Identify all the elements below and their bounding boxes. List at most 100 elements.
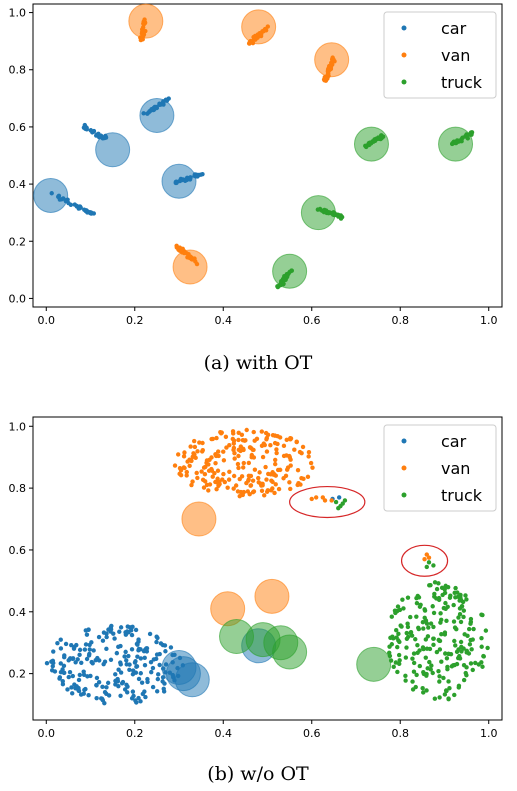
point-truck bbox=[458, 619, 464, 625]
point-truck bbox=[432, 696, 438, 701]
point-van bbox=[223, 434, 229, 440]
point-car bbox=[168, 645, 174, 650]
centroid-van bbox=[314, 42, 350, 78]
point-truck bbox=[425, 634, 431, 639]
centroid-car bbox=[139, 97, 175, 133]
point-van bbox=[306, 449, 312, 455]
point-truck bbox=[461, 614, 466, 620]
point-van bbox=[273, 482, 278, 487]
point-van bbox=[236, 465, 241, 471]
point-truck bbox=[485, 645, 490, 651]
point-car bbox=[68, 202, 74, 207]
point-car bbox=[129, 647, 135, 652]
point-truck bbox=[468, 619, 474, 625]
point-car bbox=[58, 646, 64, 651]
point-car bbox=[150, 665, 156, 671]
point-truck bbox=[471, 626, 476, 632]
point-van bbox=[269, 488, 274, 493]
point-car bbox=[57, 675, 63, 680]
point-van bbox=[226, 477, 232, 482]
point-van bbox=[178, 468, 184, 473]
point-car bbox=[135, 654, 140, 659]
point-car bbox=[153, 656, 159, 662]
point-truck bbox=[397, 658, 402, 663]
point-car bbox=[123, 649, 128, 655]
point-van bbox=[200, 477, 206, 482]
caption: (a) with OT bbox=[204, 352, 313, 374]
point-van bbox=[288, 457, 293, 462]
point-truck bbox=[388, 635, 393, 641]
point-truck bbox=[427, 659, 432, 665]
y-tick-label: 0.4 bbox=[9, 178, 27, 191]
point-car bbox=[79, 660, 84, 665]
point-truck bbox=[424, 671, 429, 677]
point-car bbox=[102, 689, 108, 695]
point-truck bbox=[479, 660, 484, 665]
point-truck bbox=[457, 598, 462, 603]
point-car bbox=[93, 657, 98, 663]
point-truck bbox=[396, 638, 401, 643]
point-truck bbox=[430, 604, 435, 609]
point-van bbox=[295, 482, 300, 488]
point-truck bbox=[389, 642, 395, 647]
point-car bbox=[51, 649, 56, 654]
point-truck bbox=[408, 614, 413, 620]
point-truck bbox=[468, 637, 473, 643]
y-tick-label: 0.2 bbox=[9, 235, 27, 248]
point-van bbox=[306, 454, 311, 459]
point-truck bbox=[411, 660, 417, 666]
point-truck bbox=[404, 645, 409, 650]
legend-box bbox=[383, 424, 497, 512]
point-van bbox=[207, 457, 212, 463]
point-truck bbox=[457, 653, 462, 659]
point-truck bbox=[431, 610, 437, 616]
point-car bbox=[139, 680, 145, 685]
point-car bbox=[62, 654, 67, 660]
point-car bbox=[133, 670, 139, 675]
point-van bbox=[210, 436, 215, 442]
point-van bbox=[281, 476, 286, 481]
point-car bbox=[112, 636, 117, 641]
point-car bbox=[106, 693, 112, 698]
point-truck bbox=[417, 663, 423, 669]
point-car bbox=[145, 679, 150, 685]
point-car bbox=[76, 677, 82, 683]
point-car bbox=[84, 656, 90, 662]
point-car bbox=[113, 672, 118, 677]
point-van bbox=[260, 483, 265, 488]
point-truck bbox=[439, 585, 445, 591]
point-van bbox=[257, 470, 262, 475]
centroid-truck bbox=[272, 634, 308, 670]
x-tick-label: 0.2 bbox=[126, 314, 144, 327]
point-van bbox=[184, 469, 189, 475]
point-car bbox=[144, 646, 150, 651]
point-truck bbox=[432, 580, 438, 585]
point-car bbox=[49, 659, 54, 664]
point-truck bbox=[411, 669, 417, 674]
point-truck bbox=[448, 593, 453, 598]
point-van bbox=[236, 453, 241, 459]
point-car bbox=[129, 628, 134, 633]
point-van bbox=[263, 430, 269, 436]
point-van bbox=[216, 449, 221, 454]
point-car bbox=[136, 676, 142, 682]
point-car bbox=[149, 669, 154, 675]
point-truck bbox=[464, 673, 469, 678]
point-van bbox=[185, 459, 190, 464]
point-van bbox=[195, 475, 200, 481]
point-van bbox=[275, 441, 280, 447]
point-truck bbox=[423, 655, 428, 660]
point-truck bbox=[431, 636, 436, 641]
point-van bbox=[191, 438, 197, 444]
point-van bbox=[288, 436, 293, 441]
point-car bbox=[132, 660, 138, 665]
point-car bbox=[101, 661, 106, 667]
point-van bbox=[236, 447, 242, 453]
point-car bbox=[52, 669, 58, 674]
point-truck bbox=[436, 668, 441, 674]
point-truck bbox=[483, 628, 489, 633]
point-van bbox=[194, 470, 199, 476]
point-truck bbox=[446, 679, 451, 684]
point-car bbox=[94, 695, 99, 701]
legend-marker-van bbox=[401, 52, 407, 58]
